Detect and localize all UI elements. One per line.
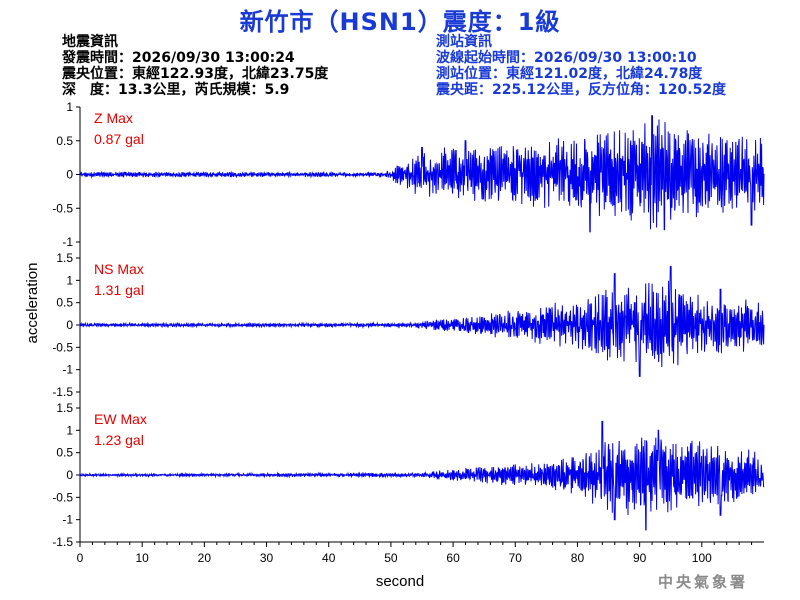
y-tick-label: -1: [62, 513, 73, 527]
quake-info-panel: 地震資訊 發震時間：2026/09/30 13:00:24 震央位置：東經122…: [62, 34, 328, 98]
panel-ns: 1.5 1 0.5 0 -0.5 -1 -1.5 NS Max 1.31 gal: [52, 251, 765, 399]
panel-ew: 1.5 1 0.5 0 -0.5 -1 -1.5 EW Max 1.23 gal: [52, 401, 765, 549]
y-tick-label: -1.5: [52, 385, 73, 399]
quake-epicenter-location: 震央位置：東經122.93度，北緯23.75度: [62, 66, 329, 82]
x-tick-label: 60: [446, 551, 460, 565]
page-title: 新竹市（HSN1）震度：1級: [239, 8, 561, 36]
y-tick-label: 0.5: [56, 296, 73, 310]
station-distance-azimuth: 震央距：225.12公里，反方位角：120.52度: [436, 82, 727, 98]
max-label-ns: NS Max: [94, 261, 144, 277]
y-tick-label: -1: [62, 363, 73, 377]
quake-origin-time: 發震時間：2026/09/30 13:00:24: [62, 50, 295, 66]
y-tick-label: -0.5: [52, 201, 73, 215]
x-tick-label: 30: [260, 551, 274, 565]
y-tick-label: -1: [62, 235, 73, 249]
y-tick-label: -1.5: [52, 535, 73, 549]
y-tick-label: -0.5: [52, 490, 73, 504]
quake-depth-magnitude: 深 度：13.3公里，芮氏規模：5.9: [62, 82, 290, 98]
x-tick-label: 20: [198, 551, 212, 565]
station-location: 測站位置：東經121.02度，北緯24.78度: [436, 66, 703, 82]
y-tick-label: 1.5: [56, 251, 73, 265]
y-tick-label: 1: [66, 100, 73, 114]
agency-label: 中央氣象署: [657, 573, 748, 591]
quake-info-heading: 地震資訊: [62, 34, 118, 50]
max-value-z: 0.87 gal: [94, 131, 144, 147]
max-value-ew: 1.23 gal: [94, 432, 144, 448]
station-wave-start-time: 波線起始時間：2026/09/30 13:00:10: [436, 50, 697, 66]
station-info-panel: 測站資訊 波線起始時間：2026/09/30 13:00:10 測站位置：東經1…: [436, 34, 726, 98]
max-label-ew: EW Max: [94, 411, 147, 427]
x-tick-label: 70: [509, 551, 523, 565]
trace-ew: [79, 420, 765, 531]
x-tick-label: 50: [384, 551, 398, 565]
y-tick-label: 1.5: [56, 401, 73, 415]
max-label-z: Z Max: [94, 110, 133, 126]
x-tick-label: 40: [322, 551, 336, 565]
y-tick-label: 0.5: [56, 446, 73, 460]
y-tick-label: 0: [66, 318, 73, 332]
y-tick-label: 1: [66, 423, 73, 437]
x-axis-title: second: [376, 573, 424, 590]
y-tick-label: -0.5: [52, 340, 73, 354]
trace-ns: [79, 266, 765, 377]
x-tick-label: 10: [136, 551, 150, 565]
station-info-heading: 測站資訊: [436, 34, 492, 50]
x-tick-label: 100: [692, 551, 712, 565]
trace-z: [79, 115, 765, 233]
x-tick-label: 80: [571, 551, 585, 565]
y-tick-label: 0: [66, 168, 73, 182]
x-tick-label: 90: [633, 551, 647, 565]
y-tick-label: 0.5: [56, 134, 73, 148]
max-value-ns: 1.31 gal: [94, 282, 144, 298]
y-tick-label: 0: [66, 468, 73, 482]
y-axis-title: acceleration: [24, 263, 41, 344]
y-tick-label: 1: [66, 273, 73, 287]
x-tick-label: 0: [77, 551, 84, 565]
panel-z: 1 0.5 0 -0.5 -1 Z Max 0.87 gal: [52, 100, 765, 249]
